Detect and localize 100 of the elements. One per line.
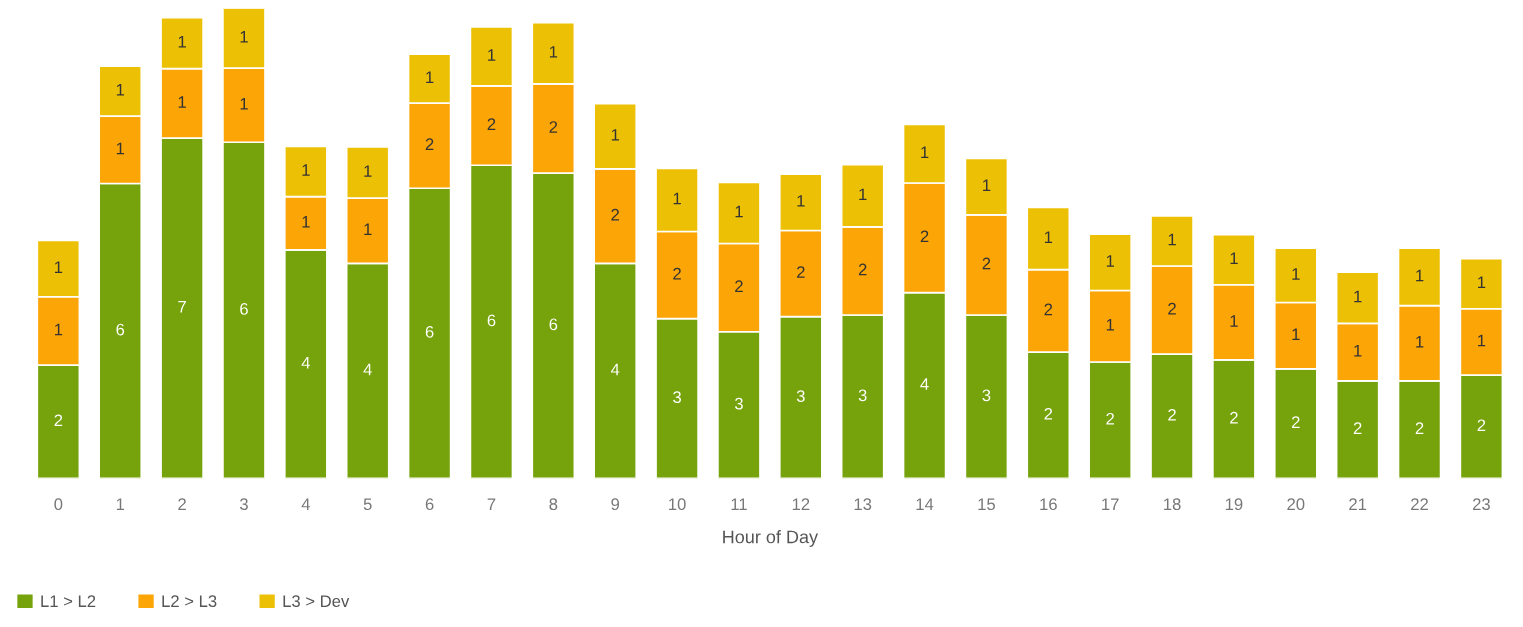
legend-label: L1 > L2 — [41, 595, 96, 607]
data-label: 1 — [921, 146, 929, 159]
x-tick-label: 4 — [301, 498, 310, 510]
x-tick-label: 14 — [916, 498, 934, 510]
x-tick-label: 7 — [487, 498, 496, 510]
data-label: 6 — [116, 323, 125, 336]
data-label: 3 — [673, 391, 681, 404]
data-label: 2 — [735, 280, 743, 292]
data-label: 2 — [611, 208, 619, 221]
data-label: 2 — [549, 121, 558, 133]
data-label: 1 — [116, 142, 125, 155]
data-label: 2 — [1044, 407, 1053, 420]
data-label: 1 — [1478, 334, 1486, 347]
data-label: 1 — [364, 165, 372, 177]
x-tick-label: 2 — [178, 498, 186, 510]
data-label: 2 — [1168, 302, 1176, 315]
data-label: 1 — [735, 205, 743, 218]
x-tick-label: 15 — [978, 498, 995, 511]
x-tick-label: 19 — [1225, 498, 1243, 511]
x-tick-label: 6 — [425, 498, 434, 511]
data-label: 1 — [178, 35, 186, 48]
legend-label: L2 > L3 — [162, 595, 217, 608]
data-label: 2 — [1044, 303, 1053, 316]
data-label: 2 — [54, 414, 63, 427]
x-tick-label: 11 — [731, 498, 747, 510]
data-label: 3 — [734, 397, 743, 410]
data-label: 6 — [549, 318, 558, 331]
data-label: 6 — [487, 314, 496, 327]
data-label: 1 — [364, 223, 372, 236]
data-label: 1 — [1106, 319, 1114, 331]
x-tick-label: 20 — [1287, 498, 1305, 511]
data-label: 1 — [797, 195, 805, 207]
data-label: 1 — [611, 129, 620, 141]
x-tick-label: 0 — [54, 498, 63, 511]
data-label: 6 — [240, 303, 248, 315]
data-label: 1 — [54, 261, 63, 273]
data-label: 2 — [797, 266, 805, 278]
data-label: 7 — [178, 301, 186, 313]
legend-label: L3 > Dev — [283, 595, 350, 608]
x-tick-label: 22 — [1411, 498, 1428, 510]
data-label: 1 — [1354, 290, 1362, 303]
data-label: 2 — [425, 138, 434, 150]
data-label: 1 — [983, 179, 991, 191]
x-tick-label: 13 — [854, 498, 872, 511]
data-label: 1 — [426, 71, 434, 83]
data-label: 2 — [487, 118, 496, 130]
data-label: 1 — [1044, 231, 1053, 243]
data-label: 1 — [1478, 276, 1486, 289]
data-label: 1 — [116, 83, 125, 96]
data-label: 1 — [240, 98, 248, 110]
data-label: 1 — [1354, 344, 1362, 357]
data-label: 2 — [673, 267, 681, 280]
data-label: 2 — [1168, 408, 1176, 421]
data-label: 4 — [610, 363, 620, 376]
data-label: 3 — [982, 389, 991, 402]
x-tick-label: 12 — [792, 498, 810, 510]
data-label: 1 — [1292, 268, 1300, 280]
data-label: 1 — [1292, 328, 1300, 340]
data-label: 1 — [1168, 233, 1176, 246]
data-label: 1 — [859, 188, 867, 201]
x-tick-label: 8 — [549, 498, 558, 511]
data-label: 2 — [920, 230, 929, 243]
data-label: 4 — [920, 378, 929, 390]
x-tick-label: 9 — [611, 498, 620, 511]
x-tick-label: 16 — [1040, 498, 1057, 511]
data-label: 2 — [1353, 422, 1362, 434]
x-tick-label: 23 — [1472, 498, 1490, 511]
data-label: 2 — [1230, 411, 1238, 424]
data-label: 1 — [1230, 252, 1238, 265]
data-label: 1 — [673, 192, 681, 205]
data-label: 1 — [178, 96, 186, 108]
x-axis-title: Hour of Day — [723, 530, 819, 547]
data-label: 1 — [1106, 255, 1114, 267]
x-tick-label: 5 — [363, 498, 372, 511]
data-label: 1 — [1230, 315, 1238, 327]
data-label: 3 — [796, 390, 805, 402]
data-label: 4 — [363, 363, 372, 376]
data-label: 1 — [302, 216, 310, 228]
data-label: 1 — [488, 49, 496, 61]
data-label: 6 — [425, 325, 434, 338]
data-label: 1 — [1416, 336, 1424, 348]
data-label: 2 — [1291, 416, 1300, 428]
x-tick-label: 3 — [239, 498, 248, 511]
data-label: 2 — [982, 257, 991, 270]
data-label: 1 — [54, 323, 63, 336]
x-tick-label: 1 — [116, 498, 125, 510]
x-tick-label: 17 — [1102, 498, 1119, 510]
data-label: 2 — [858, 263, 867, 276]
data-label: 1 — [1416, 269, 1424, 282]
data-label: 2 — [1477, 419, 1486, 432]
data-label: 4 — [301, 356, 310, 369]
x-tick-label: 10 — [669, 498, 686, 511]
data-label: 2 — [1106, 412, 1114, 425]
data-label: 1 — [549, 46, 558, 58]
x-tick-label: 21 — [1349, 498, 1367, 510]
data-label: 2 — [1415, 422, 1424, 434]
data-label: 1 — [302, 164, 310, 176]
data-label: 3 — [858, 389, 867, 402]
x-tick-label: 18 — [1164, 498, 1181, 511]
data-label: 1 — [240, 31, 248, 43]
